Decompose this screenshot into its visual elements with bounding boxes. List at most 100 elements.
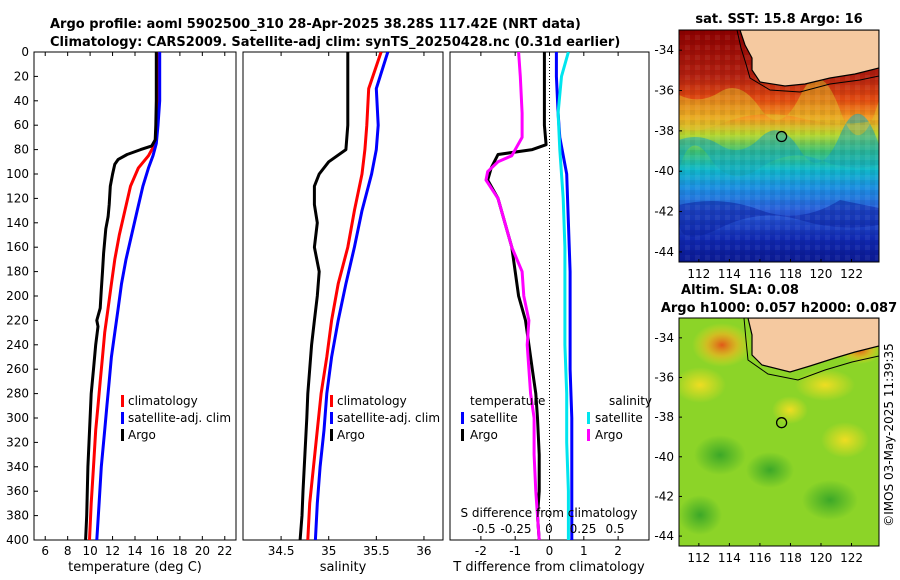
x-tick-label: -1 bbox=[509, 544, 521, 558]
sla-lon-ticks: 112 114 116 118 120 122 bbox=[687, 543, 863, 565]
lat-tick-label: -44 bbox=[654, 245, 674, 259]
legend-swatch-s-argo bbox=[587, 429, 590, 441]
series-line-satellite-adj-clim bbox=[95, 52, 162, 540]
legend-swatch-argo bbox=[121, 429, 124, 441]
legend-label-t-satellite: satellite bbox=[470, 411, 518, 425]
x-tick-label: 12 bbox=[105, 544, 120, 558]
y-tick-label: 160 bbox=[6, 240, 29, 254]
difference-xlabel: T difference from climatology bbox=[452, 560, 645, 575]
y-tick-label: 400 bbox=[6, 533, 29, 547]
lon-tick-label: 116 bbox=[748, 551, 771, 565]
sla-lat-ticks: -34 -36 -38 -40 -42 -44 bbox=[654, 331, 682, 543]
legend-swatch-climatology bbox=[121, 395, 124, 407]
legend-swatch-t-satellite bbox=[461, 412, 464, 424]
salinity-lines bbox=[298, 52, 390, 540]
x-tick-label: 16 bbox=[150, 544, 165, 558]
y-tick-label: 380 bbox=[6, 509, 29, 523]
lat-tick-label: -40 bbox=[654, 450, 674, 464]
y-tick-label: 340 bbox=[6, 460, 29, 474]
series-line-t-argo bbox=[486, 52, 548, 540]
legend-title-salinity: salinity bbox=[609, 394, 652, 408]
y-tick-label: 360 bbox=[6, 484, 29, 498]
x-tick-label: 20 bbox=[195, 544, 210, 558]
difference-top-ticks: -0.5 -0.25 0 0.25 0.5 bbox=[472, 522, 624, 536]
salinity-axis-ticks: 34.5 35 35.5 36 bbox=[268, 52, 432, 558]
legend-swatch-argo bbox=[330, 429, 333, 441]
series-line-satellite-adj-clim bbox=[313, 52, 390, 540]
top-tick-label: 0.25 bbox=[570, 522, 597, 536]
sst-map-title: sat. SST: 15.8 Argo: 16 bbox=[695, 12, 862, 27]
temperature-lines bbox=[84, 52, 162, 540]
sla-land bbox=[747, 318, 879, 373]
sst-lon-ticks: 112 114 116 118 120 122 bbox=[687, 259, 863, 281]
legend-label-t-argo: Argo bbox=[470, 428, 498, 442]
x-tick-label: 36 bbox=[416, 544, 431, 558]
x-tick-label: 18 bbox=[172, 544, 187, 558]
difference-axis-ticks: -2 -1 0 1 2 bbox=[475, 52, 622, 558]
sla-map-panel: Altim. SLA: 0.08 Argo h1000: 0.057 h2000… bbox=[654, 283, 897, 565]
lon-tick-label: 114 bbox=[718, 267, 741, 281]
lon-tick-label: 112 bbox=[687, 267, 710, 281]
legend-label-argo: Argo bbox=[337, 428, 365, 442]
lon-tick-label: 118 bbox=[779, 267, 802, 281]
sla-contour bbox=[743, 318, 879, 381]
sst-map-panel: sat. SST: 15.8 Argo: 16 -34-36-38-40-42-… bbox=[654, 12, 880, 281]
legend-swatch-satellite bbox=[121, 412, 124, 424]
y-tick-label: 60 bbox=[14, 118, 29, 132]
difference-panel: -2 -1 0 1 2 T difference from climatology S … bbox=[449, 51, 652, 575]
lat-tick-label: -44 bbox=[654, 529, 674, 543]
temperature-legend: climatology satellite-adj. clim Argo bbox=[121, 394, 231, 442]
y-tick-label: 280 bbox=[6, 387, 29, 401]
lat-tick-label: -36 bbox=[654, 84, 674, 98]
x-tick-label: 0 bbox=[546, 544, 554, 558]
lat-tick-label: -40 bbox=[654, 164, 674, 178]
lat-tick-label: -38 bbox=[654, 124, 674, 138]
sla-map-image bbox=[679, 318, 879, 546]
legend-swatch-t-argo bbox=[461, 429, 464, 441]
top-tick-label: -0.5 bbox=[472, 522, 495, 536]
y-tick-label: 120 bbox=[6, 191, 29, 205]
figure-title-line2: Climatology: CARS2009. Satellite-adj cli… bbox=[50, 35, 620, 50]
salinity-legend: climatology satellite-adj. clim Argo bbox=[330, 394, 440, 442]
y-tick-label: 180 bbox=[6, 265, 29, 279]
legend-label-argo: Argo bbox=[128, 428, 156, 442]
sst-contour bbox=[736, 30, 879, 93]
top-tick-label: 0 bbox=[545, 522, 553, 536]
lat-tick-label: -38 bbox=[654, 410, 674, 424]
sst-land bbox=[739, 30, 879, 87]
y-tick-label: 0 bbox=[21, 45, 29, 59]
x-tick-label: 14 bbox=[127, 544, 142, 558]
y-tick-label: 200 bbox=[6, 289, 29, 303]
x-tick-label: 34.5 bbox=[268, 544, 295, 558]
legend-label-satellite: satellite-adj. clim bbox=[128, 411, 231, 425]
lon-tick-label: 118 bbox=[779, 551, 802, 565]
top-tick-label: 0.5 bbox=[605, 522, 624, 536]
difference-legend: temperature satellite Argo salinity sate… bbox=[461, 394, 652, 442]
lon-tick-label: 122 bbox=[840, 267, 863, 281]
salinity-panel: 34.5 35 35.5 36 salinity climatology satell… bbox=[242, 51, 444, 575]
temperature-xlabel: temperature (deg C) bbox=[68, 560, 202, 575]
sst-argo-marker bbox=[775, 130, 788, 143]
y-tick-label: 100 bbox=[6, 167, 29, 181]
lon-tick-label: 112 bbox=[687, 551, 710, 565]
y-tick-label: 140 bbox=[6, 216, 29, 230]
x-tick-label: 35 bbox=[321, 544, 336, 558]
credit-stamp: ©IMOS 03-May-2025 11:39:35 bbox=[882, 343, 896, 527]
lat-tick-label: -34 bbox=[654, 331, 674, 345]
legend-label-s-satellite: satellite bbox=[595, 411, 643, 425]
lon-tick-label: 122 bbox=[840, 551, 863, 565]
temperature-panel: 0 20 40 60 80 100 120 140 160 180 200 220 240 260 280 3… bbox=[6, 45, 237, 575]
series-line-s-argo bbox=[484, 52, 541, 540]
y-tick-label: 40 bbox=[14, 94, 29, 108]
salinity-xlabel: salinity bbox=[320, 560, 367, 575]
y-tick-label: 320 bbox=[6, 435, 29, 449]
x-tick-label: 2 bbox=[614, 544, 622, 558]
lon-tick-label: 114 bbox=[718, 551, 741, 565]
y-tick-label: 220 bbox=[6, 313, 29, 327]
legend-swatch-satellite bbox=[330, 412, 333, 424]
sla-argo-marker bbox=[775, 417, 788, 429]
temperature-axis-ticks: 6 8 10 12 14 16 18 20 22 bbox=[41, 52, 232, 558]
figure-title-line1: Argo profile: aoml 5902500_310 28-Apr-20… bbox=[50, 17, 581, 32]
sst-map-image bbox=[679, 30, 879, 262]
series-line-argo bbox=[84, 52, 158, 540]
